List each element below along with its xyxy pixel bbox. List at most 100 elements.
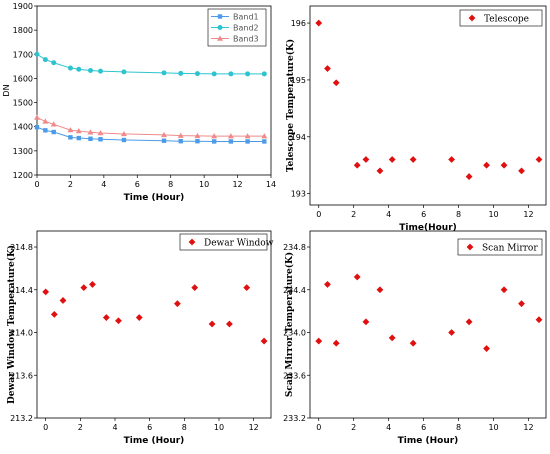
chart-panel-4: 0 2 4 6 8 10 12 233.2 233.6 234.0 234.4 234.8 Time (… (283, 230, 547, 446)
data-point (518, 167, 525, 175)
data-point (76, 66, 82, 72)
x-tick-label: 4 (101, 180, 106, 189)
data-point (409, 156, 417, 163)
data-point (34, 51, 40, 57)
x-tick-label: 4 (112, 423, 117, 432)
data-point (194, 132, 201, 139)
x-tick-label: 0 (316, 423, 321, 432)
legend-label: Band2 (233, 24, 259, 33)
data-point (245, 139, 250, 144)
x-tick-label: 6 (421, 210, 426, 219)
x-tick-label: 0 (34, 180, 39, 189)
y-tick-label: 193 (291, 190, 306, 199)
data-point (178, 70, 184, 76)
x-tick-label: 12 (232, 180, 242, 189)
data-point (34, 114, 40, 120)
data-point (67, 65, 73, 71)
chart-panel-2: 0 2 4 6 8 10 12 193 194 195 196 Time(Hour) Telescope… (285, 5, 547, 233)
data-point (211, 139, 217, 144)
data-point (42, 57, 48, 63)
legend-box (179, 233, 268, 251)
legend-label: Band1 (233, 13, 259, 22)
data-point (59, 297, 67, 304)
data-point (88, 136, 93, 141)
data-point (195, 139, 200, 144)
plot-frame (36, 5, 272, 176)
legend-label: Telescope (484, 15, 529, 25)
y-axis-label: DN (2, 84, 11, 96)
legend-label: Dewar Window (204, 239, 274, 249)
legend-marker (188, 238, 196, 246)
y-tick-label: 234.4 (283, 286, 306, 295)
x-tick-label: 4 (386, 210, 391, 219)
x-tick-label: 4 (386, 423, 391, 432)
data-point (353, 161, 361, 169)
data-point (261, 133, 268, 139)
data-point (483, 161, 490, 169)
x-tick-label: 8 (456, 210, 461, 219)
data-point (376, 167, 384, 175)
data-point (448, 329, 455, 336)
data-point (178, 139, 183, 144)
x-tick-label: 8 (182, 423, 187, 432)
x-tick-label: 6 (135, 180, 140, 189)
data-point (75, 128, 82, 134)
data-point (535, 156, 543, 163)
y-tick-label: 1200 (13, 171, 33, 180)
y-axis-label: Dewar Window Temperature(K) (6, 245, 17, 404)
series-scan-mirror (315, 273, 543, 352)
x-tick-label: 6 (421, 423, 426, 432)
y-axis-label: Scan Mirror Temperature(K) (284, 252, 295, 397)
data-point (228, 71, 234, 77)
series-line (36, 117, 265, 137)
data-point (177, 132, 184, 138)
data-point (97, 129, 104, 136)
data-point (448, 156, 455, 163)
data-point (121, 69, 127, 75)
data-point (332, 79, 340, 87)
data-point (161, 138, 167, 143)
y-tick-label: 234.8 (283, 243, 306, 252)
data-point (500, 286, 508, 294)
series-band3 (34, 114, 268, 139)
legend-label: Scan Mirror (482, 244, 538, 254)
data-point (161, 131, 168, 138)
data-point (87, 67, 93, 73)
data-point (362, 156, 370, 163)
x-tick-label: 6 (147, 423, 152, 432)
data-point (315, 337, 323, 345)
series-line (36, 53, 265, 75)
data-point (332, 339, 340, 347)
data-point (243, 284, 251, 292)
x-tick-label: 2 (78, 423, 83, 432)
legend-box (459, 9, 543, 27)
x-tick-label: 10 (488, 210, 498, 219)
data-point (228, 139, 234, 144)
data-point (87, 129, 94, 135)
x-tick-label: 2 (68, 180, 73, 189)
y-tick-label: 213.6 (10, 371, 33, 380)
x-tick-label: 12 (523, 210, 533, 219)
data-point (262, 139, 267, 144)
data-point (260, 337, 268, 345)
plot-frame (309, 5, 547, 206)
x-axis-label: Time (Hour) (124, 193, 185, 203)
data-point (50, 310, 58, 318)
data-point (465, 173, 473, 180)
data-point (324, 281, 331, 288)
data-point (376, 286, 384, 294)
data-point (500, 161, 508, 169)
y-tick-label: 194 (291, 133, 306, 142)
data-point (245, 71, 251, 77)
x-axis-label: Time (Hour) (398, 436, 459, 446)
legend-label: Band3 (233, 35, 259, 44)
data-point (161, 70, 167, 76)
data-point (324, 65, 331, 72)
legend-marker (217, 25, 223, 30)
series-band2 (34, 51, 267, 77)
x-tick-label: 10 (199, 180, 209, 189)
legend: Scan Mirror (457, 238, 543, 256)
x-tick-label: 8 (168, 180, 173, 189)
data-point (227, 133, 234, 139)
data-point (353, 273, 361, 281)
